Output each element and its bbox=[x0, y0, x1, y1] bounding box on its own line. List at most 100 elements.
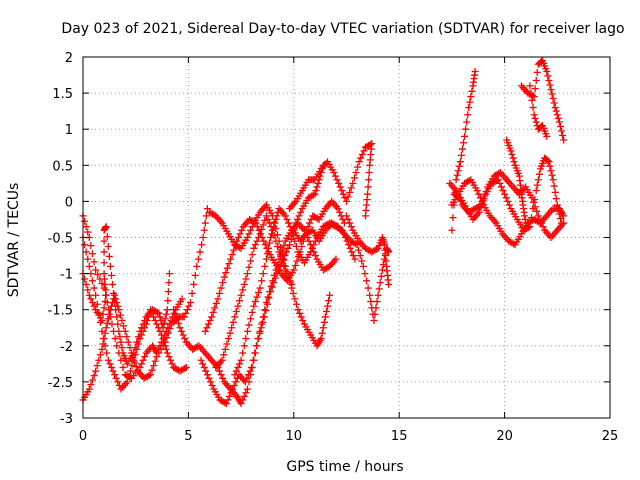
data-point-marker bbox=[88, 298, 96, 306]
data-point-marker bbox=[100, 270, 108, 278]
data-point-marker bbox=[277, 252, 285, 260]
data-point-marker bbox=[365, 176, 373, 184]
data-point-marker bbox=[349, 252, 357, 260]
data-point-marker bbox=[201, 219, 209, 227]
data-point-marker bbox=[112, 306, 120, 314]
data-point-marker bbox=[193, 262, 201, 270]
data-point-marker bbox=[293, 215, 301, 223]
data-point-marker bbox=[136, 327, 144, 335]
data-point-marker bbox=[278, 257, 286, 265]
x-tick-label: 0 bbox=[79, 429, 87, 444]
data-point-marker bbox=[464, 111, 472, 119]
data-point-marker bbox=[100, 335, 108, 343]
y-tick-label: -0.5 bbox=[48, 232, 73, 247]
chart-title: Day 023 of 2021, Sidereal Day-to-day VTE… bbox=[61, 21, 624, 37]
data-point-marker bbox=[296, 309, 304, 317]
data-point-marker bbox=[104, 243, 112, 251]
data-point-marker bbox=[209, 308, 217, 316]
data-point-marker bbox=[214, 295, 222, 303]
data-point-marker bbox=[243, 234, 251, 241]
data-point-marker bbox=[373, 298, 381, 306]
data-point-marker bbox=[344, 193, 352, 201]
data-point-marker bbox=[291, 295, 299, 303]
data-point-marker bbox=[201, 327, 209, 335]
data-point-marker bbox=[467, 93, 475, 101]
data-point-marker bbox=[173, 315, 181, 323]
data-point-marker bbox=[310, 241, 318, 249]
data-point-marker bbox=[311, 252, 319, 260]
data-point-marker bbox=[352, 169, 360, 177]
data-point-marker bbox=[272, 215, 280, 223]
data-point-marker bbox=[205, 374, 213, 382]
data-point-marker bbox=[373, 245, 381, 253]
data-point-marker bbox=[171, 310, 179, 318]
data-point-marker bbox=[104, 315, 112, 323]
data-point-marker bbox=[455, 193, 463, 201]
data-point-marker bbox=[179, 331, 187, 339]
data-point-marker bbox=[296, 248, 304, 256]
data-point-marker bbox=[314, 179, 322, 187]
data-point-marker bbox=[82, 280, 90, 288]
data-point-marker bbox=[449, 214, 457, 222]
data-point-marker bbox=[236, 297, 244, 305]
data-point-marker bbox=[351, 240, 359, 248]
data-point-marker bbox=[457, 151, 465, 159]
data-point-marker bbox=[148, 366, 156, 374]
data-point-marker bbox=[105, 252, 113, 260]
data-point-marker bbox=[497, 183, 505, 191]
data-point-marker bbox=[161, 315, 169, 323]
data-point-marker bbox=[552, 107, 560, 115]
data-point-marker bbox=[228, 251, 236, 259]
data-point-marker bbox=[531, 85, 539, 93]
data-point-marker bbox=[289, 289, 297, 297]
data-point-marker bbox=[161, 338, 169, 346]
data-point-marker bbox=[532, 76, 540, 84]
data-point-marker bbox=[361, 270, 369, 278]
data-point-marker bbox=[355, 158, 363, 166]
data-point-marker bbox=[253, 293, 261, 301]
data-point-marker bbox=[545, 76, 553, 84]
data-point-marker bbox=[187, 298, 195, 306]
data-point-marker bbox=[533, 207, 541, 215]
data-point-marker bbox=[85, 385, 93, 393]
data-point-marker bbox=[199, 234, 207, 241]
data-point-marker bbox=[174, 319, 182, 327]
data-point-marker bbox=[277, 243, 285, 251]
data-point-marker bbox=[283, 215, 291, 223]
data-point-marker bbox=[528, 96, 536, 104]
tick-marks-layer bbox=[82, 56, 611, 419]
data-point-marker bbox=[84, 286, 92, 294]
data-point-marker bbox=[317, 335, 325, 343]
data-point-marker bbox=[318, 329, 326, 337]
data-point-marker bbox=[113, 342, 121, 350]
data-point-marker bbox=[141, 353, 149, 361]
data-point-marker bbox=[133, 338, 141, 346]
data-point-marker bbox=[206, 317, 214, 325]
data-point-marker bbox=[103, 349, 111, 357]
data-point-marker bbox=[203, 205, 211, 213]
data-point-marker bbox=[203, 371, 211, 379]
data-point-marker bbox=[258, 225, 266, 233]
data-point-marker bbox=[365, 169, 373, 177]
data-point-marker bbox=[364, 183, 372, 191]
data-point-marker bbox=[245, 263, 253, 271]
data-point-marker bbox=[284, 244, 292, 252]
data-point-marker bbox=[351, 255, 359, 263]
data-point-marker bbox=[551, 188, 559, 196]
data-point-marker bbox=[499, 187, 507, 195]
data-point-marker bbox=[346, 219, 354, 227]
x-tick-label: 10 bbox=[286, 429, 303, 444]
data-point-marker bbox=[546, 81, 554, 89]
data-series-track-9 bbox=[201, 197, 348, 335]
data-point-marker bbox=[115, 327, 123, 335]
data-point-marker bbox=[553, 111, 561, 119]
data-point-marker bbox=[307, 248, 315, 256]
data-point-marker bbox=[332, 255, 340, 263]
data-point-marker bbox=[454, 167, 462, 175]
data-point-marker bbox=[164, 329, 172, 337]
data-point-marker bbox=[480, 195, 488, 203]
data-point-marker bbox=[246, 367, 254, 375]
x-tick-label: 5 bbox=[184, 429, 192, 444]
data-point-marker bbox=[463, 118, 471, 126]
